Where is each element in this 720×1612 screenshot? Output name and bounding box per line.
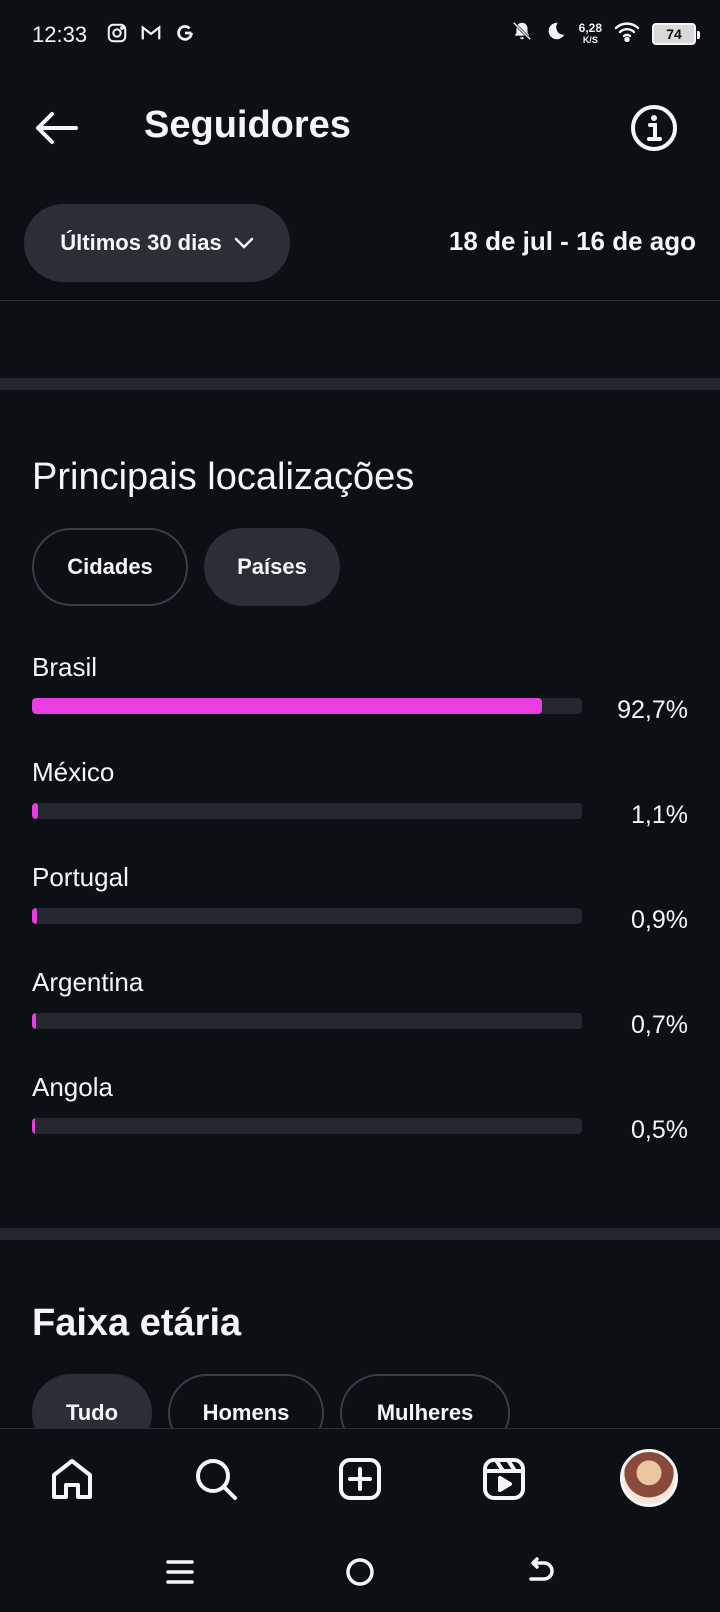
home-system-button[interactable] [338, 1550, 382, 1594]
reels-icon [483, 1458, 525, 1500]
location-bar-track [32, 698, 582, 714]
bell-off-icon [511, 20, 533, 47]
back-system-button[interactable] [518, 1550, 562, 1594]
instagram-icon [106, 22, 128, 49]
status-right-icons: 6,28 K/S 74 [511, 20, 700, 47]
nav-search[interactable] [188, 1451, 244, 1507]
location-bar-fill [32, 908, 37, 924]
section-divider [0, 378, 720, 390]
moon-icon [545, 20, 567, 47]
location-bar-track [32, 908, 582, 924]
page-title: Seguidores [144, 104, 351, 146]
home-icon [52, 1459, 92, 1499]
back-button[interactable] [28, 100, 84, 156]
nav-reels[interactable] [476, 1451, 532, 1507]
search-icon [196, 1459, 237, 1500]
battery-indicator: 74 [652, 22, 700, 45]
create-icon [339, 1458, 381, 1500]
location-bar-fill [32, 1013, 36, 1029]
period-label: Últimos 30 dias [60, 230, 222, 255]
google-icon [174, 22, 196, 49]
nav-home[interactable] [44, 1451, 100, 1507]
tab-men[interactable]: Homens [168, 1374, 324, 1452]
gmail-icon [140, 22, 162, 49]
location-percent: 0,7% [631, 1011, 688, 1039]
network-speed: 6,28 K/S [579, 22, 602, 46]
date-range: 18 de jul - 16 de ago [448, 226, 696, 256]
location-name: Brasil [32, 652, 98, 682]
status-left-icons [106, 22, 196, 49]
section-divider [0, 1228, 720, 1240]
chevron-down-icon [234, 237, 253, 249]
location-bar-track [32, 803, 582, 819]
nav-profile[interactable] [618, 1447, 680, 1509]
location-name: México [32, 757, 115, 787]
location-bar-fill [32, 698, 542, 714]
location-name: Argentina [32, 967, 144, 997]
bottom-nav [0, 1428, 720, 1528]
location-name: Angola [32, 1072, 113, 1102]
recents-button[interactable] [158, 1550, 202, 1594]
location-bar-fill [32, 1118, 35, 1134]
profile-avatar [620, 1449, 678, 1507]
location-percent: 92,7% [617, 696, 688, 724]
tab-countries[interactable]: Países [204, 528, 340, 606]
nav-create[interactable] [332, 1451, 388, 1507]
location-row: México 1,1% [32, 757, 688, 861]
network-speed-unit: K/S [582, 34, 598, 45]
home-circle-icon [346, 1558, 374, 1586]
location-row: Angola 0,5% [32, 1072, 688, 1176]
status-time: 12:33 [32, 22, 88, 47]
period-dropdown[interactable]: Últimos 30 dias [24, 204, 290, 282]
location-percent: 0,5% [631, 1116, 688, 1144]
location-name: Portugal [32, 862, 129, 892]
network-speed-value: 6,28 [578, 20, 602, 35]
wifi-icon [614, 20, 640, 47]
location-row: Brasil 92,7% [32, 652, 688, 756]
age-range-title: Faixa etária [32, 1302, 242, 1344]
back-icon [529, 1557, 554, 1581]
locations-title: Principais localizações [32, 456, 415, 498]
location-percent: 0,9% [631, 906, 688, 934]
location-row: Portugal 0,9% [32, 862, 688, 966]
divider [0, 300, 720, 301]
recents-icon [166, 1560, 194, 1584]
info-button[interactable] [628, 102, 680, 154]
system-nav [0, 1530, 720, 1612]
location-percent: 1,1% [631, 801, 688, 829]
location-bar-track [32, 1013, 582, 1029]
location-row: Argentina 0,7% [32, 967, 688, 1071]
arrow-left-icon [36, 112, 78, 144]
location-bar-fill [32, 803, 39, 819]
info-icon [631, 105, 677, 151]
tab-cities[interactable]: Cidades [32, 528, 188, 606]
location-bar-track [32, 1118, 582, 1134]
